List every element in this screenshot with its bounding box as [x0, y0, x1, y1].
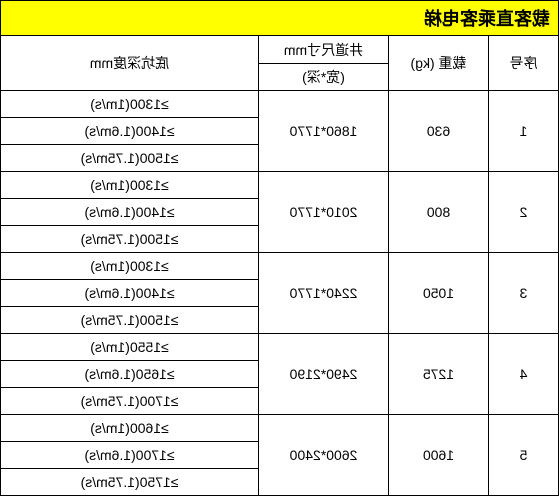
header-depth: 底坑深度mm — [1, 36, 259, 91]
cell-seq: 1 — [489, 91, 559, 172]
title-text: 载客直乘客电梯 — [424, 9, 550, 29]
table-body: 16301860*1770≥1300(1m/s)≥1400(1.6m/s)≥15… — [1, 91, 559, 496]
cell-depth: ≥1550(1m/s) — [1, 334, 259, 361]
cell-depth: ≥1300(1m/s) — [1, 253, 259, 280]
cell-depth: ≥1400(1.6m/s) — [1, 199, 259, 226]
cell-size: 1860*1770 — [259, 91, 389, 172]
cell-depth: ≥1300(1m/s) — [1, 91, 259, 118]
header-size-sub: (宽*深) — [259, 64, 389, 91]
cell-depth: ≥1700(1.6m/s) — [1, 442, 259, 469]
cell-depth: ≥1400(1.6m/s) — [1, 118, 259, 145]
cell-depth: ≥1750(1.75m/s) — [1, 469, 259, 496]
cell-depth: ≥1700(1.75m/s) — [1, 388, 259, 415]
cell-depth: ≥1400(1.6m/s) — [1, 280, 259, 307]
cell-depth: ≥1500(1.75m/s) — [1, 145, 259, 172]
table-row: 310502240*1770≥1300(1m/s) — [1, 253, 559, 280]
table-row: 28002010*1770≥1300(1m/s) — [1, 172, 559, 199]
cell-load: 800 — [389, 172, 489, 253]
cell-size: 2600*2400 — [259, 415, 389, 496]
cell-size: 2490*2190 — [259, 334, 389, 415]
cell-size: 2240*1770 — [259, 253, 389, 334]
cell-size: 2010*1770 — [259, 172, 389, 253]
cell-seq: 4 — [489, 334, 559, 415]
table-header: 序号 载重 (kg) 井道尺寸mm 底坑深度mm (宽*深) — [1, 36, 559, 91]
cell-depth: ≥1500(1.75m/s) — [1, 226, 259, 253]
table-row: 412752490*2190≥1550(1m/s) — [1, 334, 559, 361]
header-load: 载重 (kg) — [389, 36, 489, 91]
cell-load: 1275 — [389, 334, 489, 415]
cell-load: 1600 — [389, 415, 489, 496]
table-row: 16301860*1770≥1300(1m/s) — [1, 91, 559, 118]
cell-load: 1050 — [389, 253, 489, 334]
header-size-main: 井道尺寸mm — [259, 36, 389, 64]
cell-seq: 5 — [489, 415, 559, 496]
cell-depth: ≥1650(1.6m/s) — [1, 361, 259, 388]
cell-seq: 3 — [489, 253, 559, 334]
cell-load: 630 — [389, 91, 489, 172]
cell-depth: ≥1600(1m/s) — [1, 415, 259, 442]
table-container: 载客直乘客电梯 序号 载重 (kg) 井道尺寸mm 底坑深度mm (宽*深) 1… — [0, 0, 559, 500]
table-row: 516002600*2400≥1600(1m/s) — [1, 415, 559, 442]
cell-depth: ≥1300(1m/s) — [1, 172, 259, 199]
title-bar: 载客直乘客电梯 — [0, 0, 559, 35]
cell-seq: 2 — [489, 172, 559, 253]
header-seq: 序号 — [489, 36, 559, 91]
cell-depth: ≥1500(1.75m/s) — [1, 307, 259, 334]
spec-table: 序号 载重 (kg) 井道尺寸mm 底坑深度mm (宽*深) 16301860*… — [0, 35, 559, 496]
